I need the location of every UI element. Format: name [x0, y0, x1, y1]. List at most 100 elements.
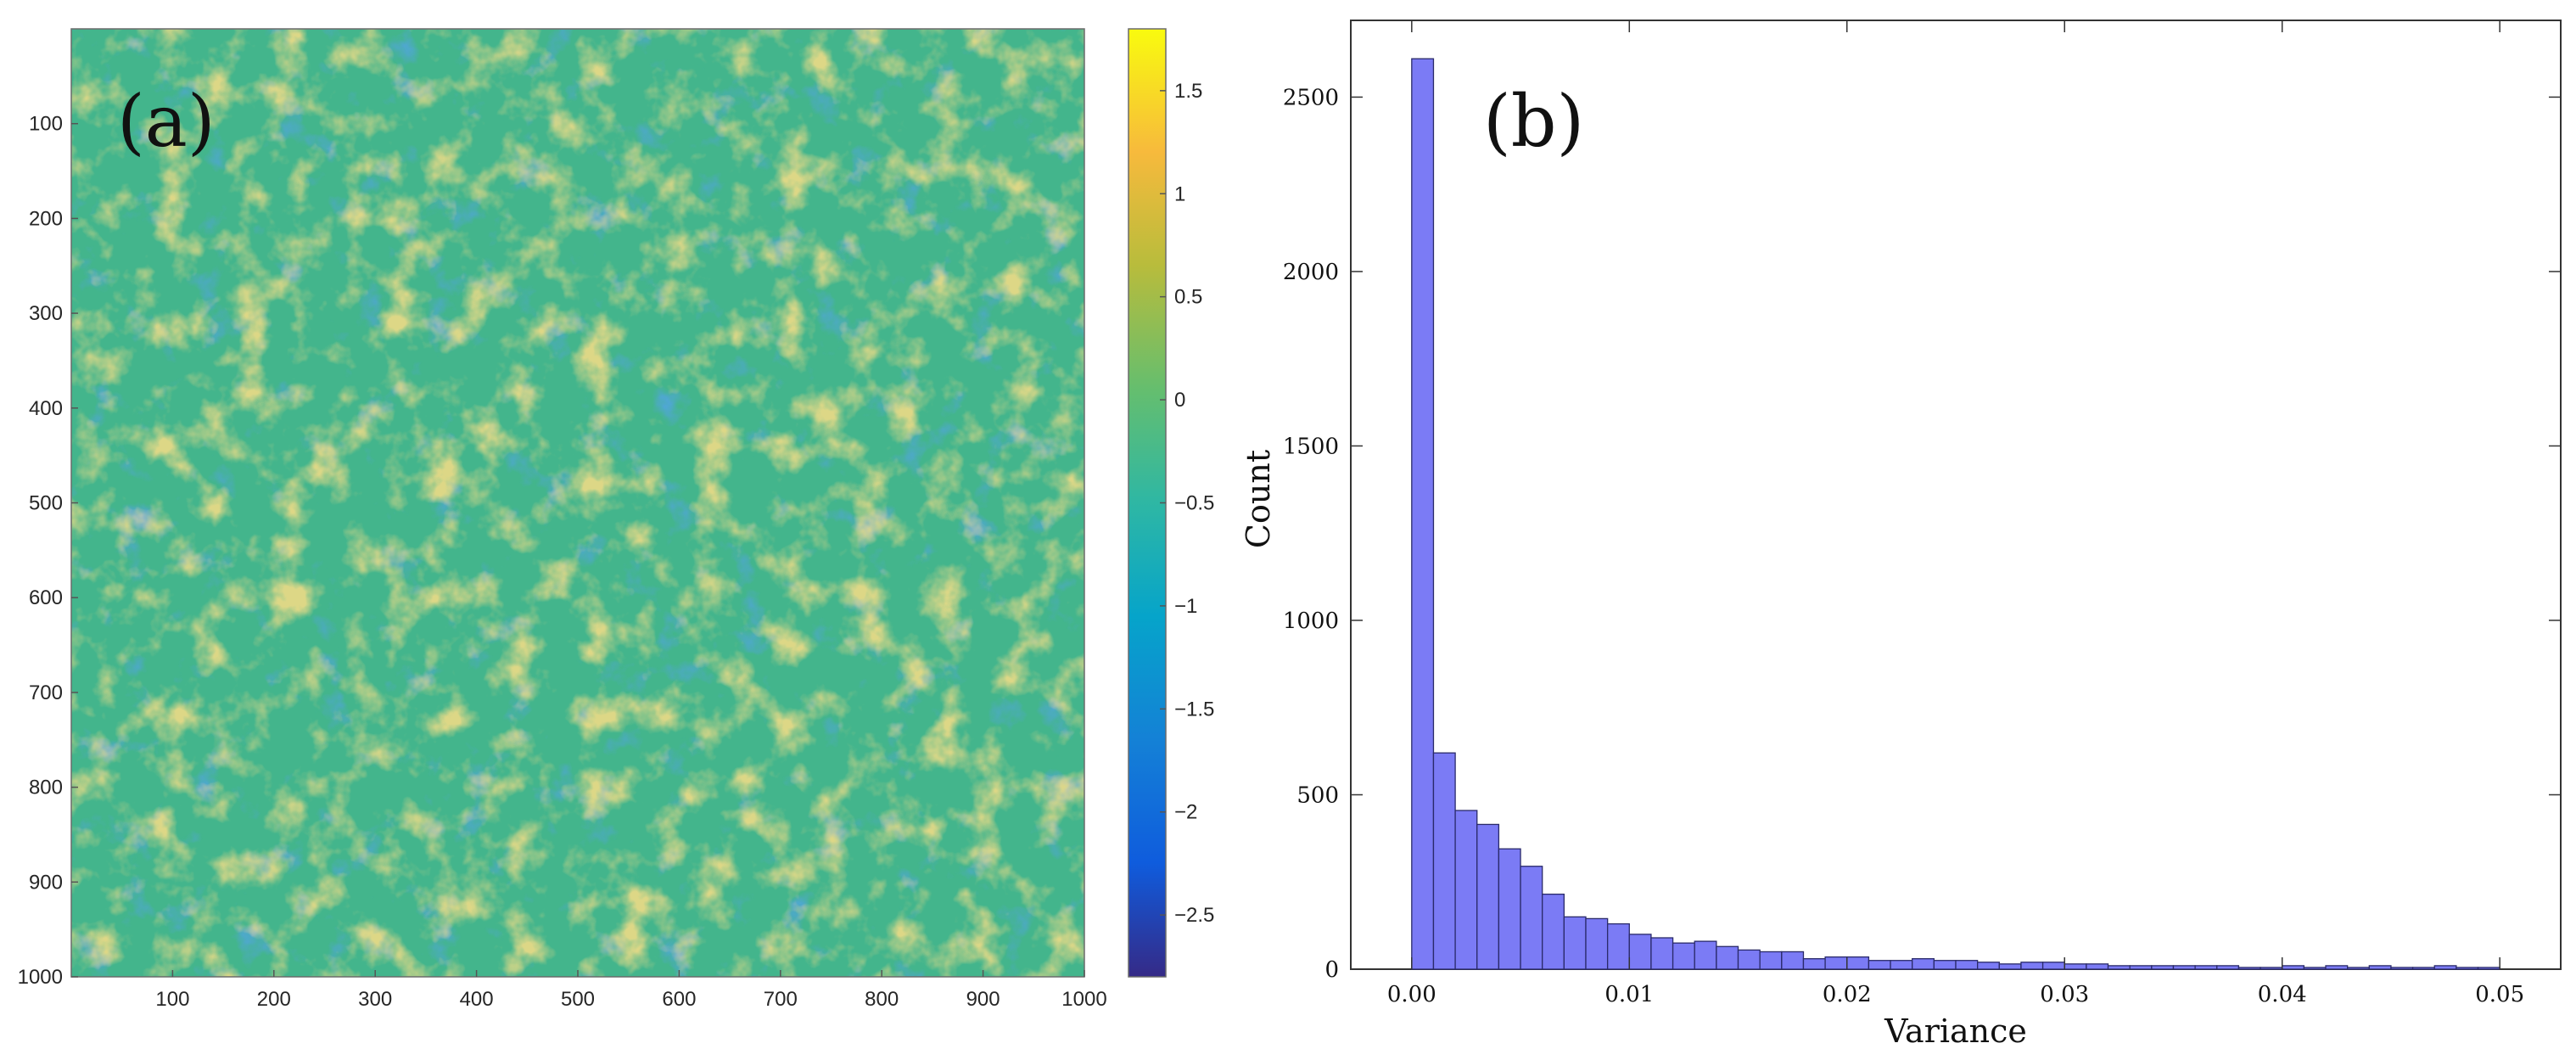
histogram-bar [1520, 866, 1543, 970]
histogram-bar [1846, 956, 1870, 970]
colorbar-tick-label: 1 [1174, 182, 1185, 205]
histogram-y-tick-label: 2500 [1283, 85, 1339, 110]
heatmap-y-tick-label: 600 [29, 586, 63, 609]
histogram-bar [1976, 962, 2000, 970]
heatmap-x-tick-label: 1000 [1061, 988, 1106, 1011]
colorbar-tick-label: 1.5 [1174, 80, 1202, 103]
histogram-bar [2237, 967, 2261, 970]
histogram-bar [1585, 917, 1609, 970]
heatmap-x-tick-label: 900 [966, 988, 1000, 1011]
heatmap-y-tick-label: 500 [29, 492, 63, 515]
histogram-bar [1476, 823, 1500, 970]
histogram-y-ticks: 0 500 1000 1500 2000 2500 [1283, 85, 2561, 983]
histogram-bar [2107, 965, 2131, 970]
heatmap-x-tick-label: 600 [662, 988, 696, 1011]
histogram-bar [1802, 958, 1826, 970]
histogram-bar [1998, 963, 2022, 970]
histogram-bar [1759, 951, 1783, 970]
histogram-bar [2129, 965, 2153, 970]
histogram-y-tick-label: 1500 [1283, 434, 1339, 459]
heatmap-x-tick-label: 100 [155, 988, 189, 1011]
heatmap-y-tick-label: 900 [29, 871, 63, 894]
heatmap-y-tick-label: 300 [29, 302, 63, 325]
histogram-bar [2347, 967, 2370, 970]
histogram-y-tick-label: 500 [1296, 782, 1339, 808]
colorbar [1128, 28, 1167, 978]
heatmap-x-tick-label: 500 [561, 988, 595, 1011]
x-axis-label: Variance [1884, 1012, 2027, 1050]
histogram-bar [2282, 965, 2305, 970]
histogram-bar [1672, 942, 1695, 970]
panel-label-b: (b) [1483, 80, 1584, 163]
heatmap-y-tick-label: 200 [29, 207, 63, 230]
colorbar-tick-label: 0 [1174, 389, 1185, 412]
heatmap-y-tick-label: 1000 [18, 966, 63, 989]
histogram-bar [1432, 752, 1456, 970]
histogram-bar [1411, 58, 1435, 970]
histogram-bar [2041, 962, 2065, 970]
panel-label-a: (a) [117, 80, 216, 163]
heatmap-y-tick-label: 100 [29, 113, 63, 136]
histogram-bar [2477, 967, 2500, 970]
histogram-bar [1694, 940, 1717, 970]
heatmap-x-ticks: 100 200 300 400 500 600 700 800 900 1000 [155, 970, 1107, 1011]
histogram-bar [1912, 958, 1935, 970]
histogram-bar [1542, 893, 1565, 970]
histogram-bar [1955, 960, 1979, 970]
histogram-plot-area [1350, 20, 2562, 970]
heatmap-x-tick-label: 700 [764, 988, 798, 1011]
histogram-bar [1454, 810, 1478, 970]
histogram-bar [2172, 965, 2196, 970]
histogram-bar [2020, 962, 2044, 970]
histogram-y-tick-label: 2000 [1283, 260, 1339, 285]
histogram-bar [1737, 949, 1761, 970]
heatmap-y-ticks: 100 200 300 400 500 600 700 800 900 1000 [18, 113, 78, 989]
histogram-bar [1933, 960, 1957, 970]
histogram-bars [1411, 58, 2500, 970]
histogram-x-tick-label: 0.03 [2040, 982, 2089, 1007]
histogram-bar [2064, 963, 2087, 970]
histogram-bar [2086, 963, 2109, 970]
histogram-bar [2433, 965, 2457, 970]
histogram-bar [1563, 916, 1587, 970]
histogram-bar [2390, 967, 2414, 970]
histogram-bar [1498, 848, 1521, 970]
y-axis-label: Count [1240, 450, 1277, 548]
histogram-x-tick-label: 0.05 [2475, 982, 2524, 1007]
histogram-bar [1606, 923, 1630, 970]
heatmap-x-tick-label: 200 [257, 988, 291, 1011]
histogram-x-tick-label: 0.00 [1387, 982, 1436, 1007]
heatmap-y-tick-label: 400 [29, 397, 63, 420]
colorbar-tick-label: −2.5 [1174, 904, 1214, 927]
colorbar-tick-label: −1.5 [1174, 698, 1214, 721]
histogram-bar [2368, 965, 2392, 970]
histogram-bar [2216, 965, 2240, 970]
colorbar-tick-label: −1 [1174, 595, 1197, 618]
histogram-x-tick-label: 0.04 [2258, 982, 2307, 1007]
histogram-bar [1650, 937, 1674, 970]
histogram-y-tick-label: 0 [1324, 957, 1339, 983]
histogram-bar [2151, 965, 2175, 970]
histogram-bar [1868, 960, 1891, 970]
heatmap-panel: 100 200 300 400 500 600 700 800 900 1000 100 200 30… [18, 28, 1214, 1011]
histogram-bar [2411, 967, 2435, 970]
histogram-y-tick-label: 1000 [1283, 609, 1339, 634]
histogram-bar [2260, 967, 2283, 970]
histogram-bar [1716, 945, 1739, 970]
heatmap-x-tick-label: 300 [358, 988, 392, 1011]
colorbar-tick-label: −2 [1174, 801, 1197, 824]
histogram-bar [1890, 960, 1913, 970]
heatmap-texture [71, 29, 1084, 977]
histogram-x-ticks: 0.00 0.01 0.02 0.03 0.04 0.05 [1387, 20, 2524, 1007]
heatmap-x-tick-label: 800 [865, 988, 899, 1011]
histogram-bar [1824, 956, 1848, 970]
histogram-bar [2456, 967, 2479, 970]
histogram-bar [2303, 967, 2327, 970]
histogram-bar [2325, 965, 2349, 970]
histogram-panel: 0.00 0.01 0.02 0.03 0.04 0.05 0 500 1000 1500 200… [1240, 20, 2562, 1050]
histogram-x-tick-label: 0.02 [1823, 982, 1872, 1007]
histogram-bar [2194, 965, 2218, 970]
heatmap-y-tick-label: 700 [29, 681, 63, 704]
